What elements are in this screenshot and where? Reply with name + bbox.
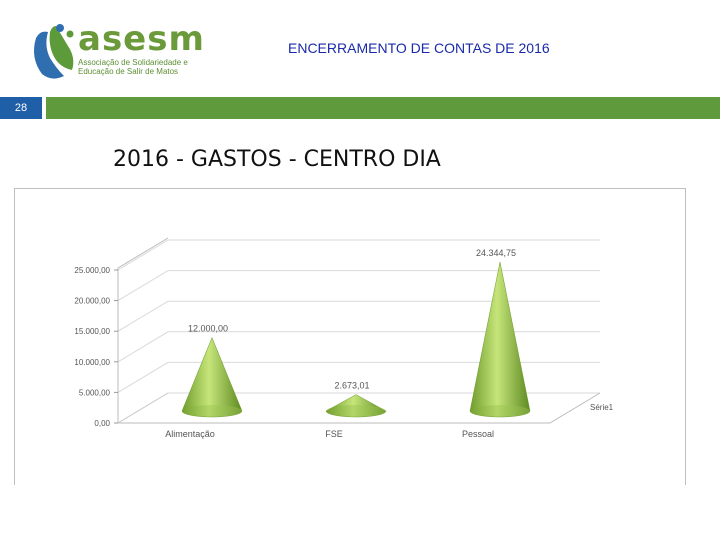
chart-cones: [181, 261, 531, 418]
page-number-badge: 28: [0, 97, 42, 119]
floor-depth-edge: [117, 392, 169, 424]
header-divider-bar: [46, 97, 720, 119]
asesm-logo: [26, 18, 176, 84]
y-axis-ticks: 0,00 5.000,00 10.000,00 15.000,00 20.000,00 2…: [74, 266, 118, 428]
header-title: ENCERRAMENTO DE CONTAS DE 2016: [288, 40, 550, 56]
cone-alimenta-o: [181, 336, 243, 418]
gridline: [117, 270, 600, 302]
category-label: Alimentação: [165, 429, 215, 439]
gridline: [117, 331, 600, 363]
y-tick-label: 25.000,00: [74, 266, 110, 275]
chart-frame: [14, 188, 686, 485]
gridline: [117, 361, 600, 393]
y-tick-label: 20.000,00: [74, 297, 110, 306]
cone-pessoal: [469, 261, 531, 418]
cone-fse: [325, 394, 387, 418]
floor-edge: [118, 392, 601, 424]
cone-body: [469, 261, 531, 418]
chart-axes: [117, 237, 601, 424]
category-label: FSE: [325, 429, 343, 439]
cone-base: [182, 405, 242, 417]
data-label: 24.344,75: [476, 248, 516, 258]
wall-left-edge: [117, 237, 169, 423]
y-tick-label: 0,00: [94, 419, 110, 428]
y-tick-label: 5.000,00: [79, 388, 111, 397]
gridline: [117, 300, 600, 332]
cone-base: [326, 405, 386, 417]
y-tick-label: 10.000,00: [74, 358, 110, 367]
cone-base: [470, 405, 530, 417]
y-tick-label: 15.000,00: [74, 327, 110, 336]
brand-subtitle: Associação de Solidariedade e Educação d…: [78, 58, 188, 76]
data-label: 12.000,00: [188, 324, 228, 334]
series-depth-label: Série1: [590, 403, 614, 412]
data-labels: 12.000,00 2.673,01 24.344,75: [188, 248, 516, 391]
slide-title: 2016 - GASTOS - CENTRO DIA: [113, 147, 441, 172]
gridline: [117, 239, 600, 271]
brand-name: asesm: [78, 19, 205, 59]
hands-logo-icon: [34, 24, 74, 79]
x-axis-categories: Alimentação FSE Pessoal: [165, 429, 494, 439]
category-label: Pessoal: [462, 429, 494, 439]
data-label: 2.673,01: [334, 381, 369, 391]
